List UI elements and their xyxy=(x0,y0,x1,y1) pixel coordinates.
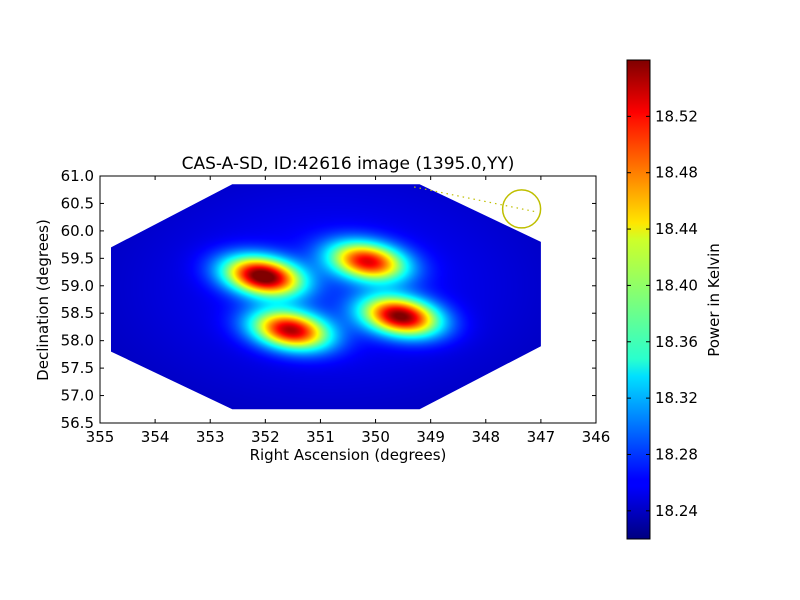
marker-circle xyxy=(501,189,542,229)
colorbar-tick-label: 18.24 xyxy=(655,502,698,520)
y-tick-label: 58.5 xyxy=(61,304,94,322)
colorbar-tick-label: 18.44 xyxy=(655,220,698,238)
y-tick-label: 61.0 xyxy=(61,167,94,185)
colorbar-label: Power in Kelvin xyxy=(705,243,723,357)
plot-area xyxy=(99,175,597,424)
y-tick-label: 60.0 xyxy=(61,222,94,240)
x-tick-label: 347 xyxy=(527,428,556,446)
y-tick-label: 57.0 xyxy=(61,387,94,405)
x-tick-label: 350 xyxy=(361,428,390,446)
y-tick-label: 59.0 xyxy=(61,277,94,295)
colorbar-tick-label: 18.52 xyxy=(655,107,698,125)
colorbar-tick-label: 18.48 xyxy=(655,164,698,182)
x-tick-label: 355 xyxy=(86,428,115,446)
colorbar-ticks: 18.24 18.28 18.32 18.36 18.40 18.44 18.48 18.52 xyxy=(627,107,698,520)
x-tick-label: 351 xyxy=(306,428,335,446)
x-tick-label: 349 xyxy=(416,428,445,446)
x-tick-label: 354 xyxy=(141,428,170,446)
colorbar-tick-label: 18.32 xyxy=(655,389,698,407)
heatmap-image xyxy=(111,184,541,410)
colorbar-tick-label: 18.36 xyxy=(655,333,698,351)
x-axis-label: Right Ascension (degrees) xyxy=(250,446,447,464)
x-axis: 355 354 353 352 351 350 349 348 347 346 xyxy=(86,176,611,446)
track-line xyxy=(414,186,536,213)
x-tick-label: 352 xyxy=(251,428,280,446)
colorbar-gradient xyxy=(626,59,651,540)
y-tick-label: 57.5 xyxy=(61,359,94,377)
chart-title: CAS-A-SD, ID:42616 image (1395.0,YY) xyxy=(182,154,515,174)
x-tick-label: 346 xyxy=(582,428,611,446)
plot-frame xyxy=(99,175,597,424)
colorbar-tick-label: 18.28 xyxy=(655,445,698,463)
y-tick-label: 59.5 xyxy=(61,249,94,267)
y-axis: 56.5 57.0 57.5 58.0 58.5 59.0 59.5 60.0 60.5 61.0 xyxy=(61,167,596,432)
colorbar: 18.24 18.28 18.32 18.36 18.40 18.44 18.48 18.52… xyxy=(626,59,723,540)
x-tick-label: 353 xyxy=(196,428,225,446)
y-tick-label: 58.0 xyxy=(61,332,94,350)
y-tick-label: 60.5 xyxy=(61,194,94,212)
y-tick-label: 56.5 xyxy=(61,414,94,432)
x-tick-label: 348 xyxy=(471,428,500,446)
colorbar-tick-label: 18.40 xyxy=(655,276,698,294)
y-axis-label: Declination (degrees) xyxy=(34,219,52,381)
